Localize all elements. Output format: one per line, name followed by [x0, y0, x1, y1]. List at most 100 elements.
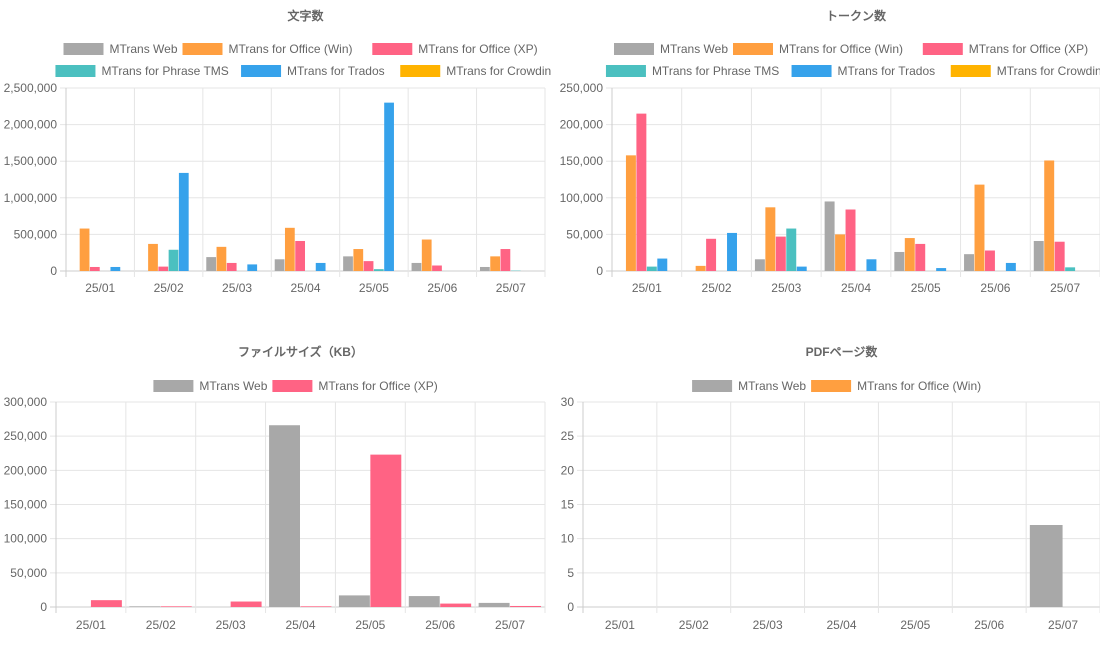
- bar[interactable]: [478, 602, 510, 607]
- bar[interactable]: [904, 238, 915, 271]
- legend-item[interactable]: MTrans for Phrase TMS: [605, 64, 779, 78]
- bar[interactable]: [695, 265, 706, 271]
- bar[interactable]: [866, 259, 877, 271]
- bar[interactable]: [411, 262, 422, 271]
- bar[interactable]: [247, 264, 258, 271]
- legend-swatch: [241, 65, 282, 77]
- bar[interactable]: [158, 266, 169, 271]
- bar[interactable]: [964, 254, 975, 271]
- bar[interactable]: [206, 257, 217, 271]
- bar[interactable]: [300, 606, 332, 607]
- legend-item[interactable]: MTrans for Office (XP): [272, 379, 438, 393]
- bar[interactable]: [765, 207, 776, 271]
- bar[interactable]: [274, 259, 285, 271]
- bar[interactable]: [835, 234, 846, 271]
- legend-item[interactable]: MTrans for Crowdin: [950, 64, 1100, 78]
- legend-item[interactable]: MTrans for Office (Win): [811, 379, 981, 393]
- bar[interactable]: [936, 268, 947, 271]
- y-tick-label: 20: [561, 463, 575, 477]
- bar[interactable]: [646, 266, 657, 271]
- bar[interactable]: [706, 238, 717, 271]
- legend-label: MTrans for Phrase TMS: [652, 64, 779, 78]
- legend-item[interactable]: MTrans for Office (XP): [372, 42, 538, 56]
- bar[interactable]: [295, 240, 305, 271]
- bar[interactable]: [1065, 267, 1076, 271]
- x-tick-label: 25/07: [1048, 618, 1078, 632]
- bar[interactable]: [168, 249, 179, 271]
- y-tick-label: 300,000: [4, 395, 48, 409]
- bar[interactable]: [754, 259, 765, 271]
- bar[interactable]: [1044, 160, 1055, 271]
- legend-item[interactable]: MTrans for Office (Win): [182, 42, 353, 56]
- bar[interactable]: [636, 113, 647, 272]
- bar[interactable]: [373, 269, 384, 271]
- legend-item[interactable]: MTrans for Trados: [791, 64, 936, 78]
- legend-swatch: [153, 380, 194, 392]
- legend-item[interactable]: MTrans for Trados: [241, 64, 385, 78]
- bar[interactable]: [338, 595, 370, 607]
- bar[interactable]: [796, 266, 807, 271]
- bar[interactable]: [1029, 525, 1063, 607]
- y-tick-label: 50,000: [10, 566, 47, 580]
- bar[interactable]: [421, 239, 432, 271]
- bar[interactable]: [440, 603, 472, 607]
- legend-item[interactable]: MTrans Web: [692, 379, 806, 393]
- bar[interactable]: [845, 209, 856, 271]
- bar[interactable]: [984, 250, 995, 271]
- x-tick-label: 25/06: [425, 618, 455, 632]
- legend-item[interactable]: MTrans Web: [614, 42, 728, 56]
- legend-item[interactable]: MTrans for Office (Win): [733, 42, 903, 56]
- bar[interactable]: [148, 243, 158, 271]
- y-tick-label: 25: [561, 429, 575, 443]
- bar[interactable]: [1033, 240, 1044, 271]
- x-tick-label: 25/05: [900, 618, 930, 632]
- bar[interactable]: [1054, 241, 1065, 271]
- bar[interactable]: [500, 249, 511, 271]
- legend-item[interactable]: MTrans for Office (XP): [922, 42, 1088, 56]
- bar[interactable]: [432, 265, 442, 271]
- legend-item[interactable]: MTrans for Phrase TMS: [55, 64, 229, 78]
- legend-item[interactable]: MTrans Web: [153, 379, 268, 393]
- bar[interactable]: [657, 258, 668, 271]
- x-tick-label: 25/02: [679, 618, 709, 632]
- bar[interactable]: [370, 454, 402, 607]
- legend-swatch: [922, 43, 963, 55]
- bar[interactable]: [90, 600, 122, 607]
- bar[interactable]: [315, 262, 326, 271]
- bar[interactable]: [915, 243, 926, 271]
- bar[interactable]: [363, 261, 374, 271]
- bar[interactable]: [775, 236, 786, 271]
- bar[interactable]: [226, 262, 237, 271]
- bar[interactable]: [479, 266, 490, 271]
- bar[interactable]: [129, 606, 161, 607]
- bar[interactable]: [727, 232, 737, 271]
- bar[interactable]: [510, 605, 542, 607]
- bar[interactable]: [625, 155, 636, 271]
- bar[interactable]: [89, 266, 100, 271]
- x-tick-label: 25/04: [290, 281, 320, 295]
- legend-label: MTrans for Crowdin: [446, 64, 551, 78]
- legend-item[interactable]: MTrans Web: [63, 42, 178, 56]
- bar[interactable]: [894, 251, 905, 271]
- bar[interactable]: [490, 256, 501, 271]
- bar[interactable]: [974, 184, 985, 271]
- bar[interactable]: [216, 246, 227, 271]
- bar[interactable]: [269, 425, 300, 607]
- bar[interactable]: [110, 266, 121, 271]
- bar[interactable]: [384, 102, 394, 271]
- bar[interactable]: [178, 172, 189, 271]
- bar[interactable]: [284, 227, 295, 271]
- bar[interactable]: [79, 228, 90, 271]
- legend-item[interactable]: MTrans for Crowdin: [400, 64, 551, 78]
- bar[interactable]: [1005, 262, 1016, 271]
- x-tick-label: 25/01: [76, 618, 106, 632]
- bar[interactable]: [343, 256, 353, 271]
- bar[interactable]: [230, 601, 262, 607]
- bar[interactable]: [353, 249, 364, 271]
- legend-label: MTrans for Trados: [838, 64, 936, 78]
- bar[interactable]: [824, 201, 835, 271]
- bar[interactable]: [160, 606, 192, 607]
- x-tick-label: 25/06: [974, 618, 1004, 632]
- bar[interactable]: [408, 596, 440, 607]
- bar[interactable]: [786, 228, 797, 271]
